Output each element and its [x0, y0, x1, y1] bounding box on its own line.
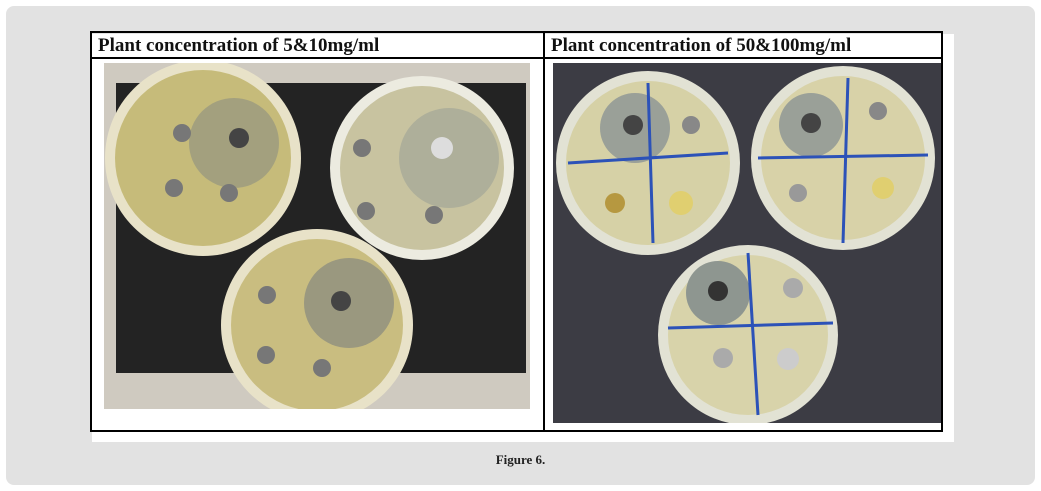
photo-petri-dishes-5-10	[104, 63, 530, 409]
column-divider	[543, 33, 545, 430]
figure-caption: Figure 6.	[495, 452, 546, 467]
petri-dish	[105, 63, 301, 256]
petri-dish	[221, 229, 413, 409]
petri-dish	[556, 71, 740, 255]
petri-dish	[330, 76, 514, 260]
photo-petri-dishes-50-100	[553, 63, 941, 423]
header-low-concentration: Plant concentration of 5&10mg/ml	[92, 33, 545, 59]
header-high-concentration: Plant concentration of 50&100mg/ml	[545, 33, 941, 59]
figure-table: Plant concentration of 5&10mg/ml Plant c…	[90, 31, 943, 432]
petri-dish	[658, 245, 838, 423]
petri-dish	[751, 66, 935, 250]
